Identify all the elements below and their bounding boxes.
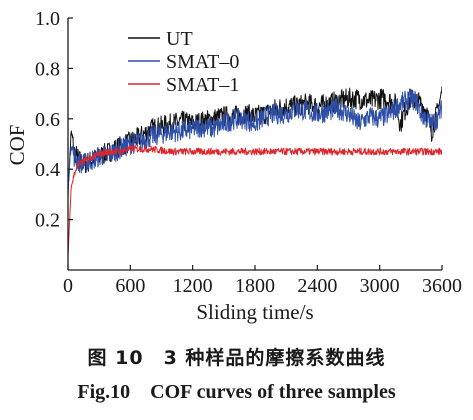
- x-tick-label: 2400: [297, 275, 337, 297]
- series-line-2: [68, 88, 442, 191]
- x-axis-title: Sliding time/s: [196, 300, 313, 324]
- y-tick-label: 0.8: [35, 58, 60, 80]
- legend-label: SMAT–0: [166, 51, 239, 73]
- x-tick-label: 0: [63, 275, 73, 297]
- series-line-3: [68, 145, 442, 258]
- x-tick-label: 3000: [360, 275, 400, 297]
- figure-caption-chinese: 图 10 3 种样品的摩擦系数曲线: [87, 347, 386, 369]
- ticks-layer: 0 600 1200 1800 2400 3000 3600 0.2 0.4 0.6 0.8 1.0: [35, 8, 462, 297]
- x-tick-label: 600: [115, 275, 145, 297]
- figure-caption-english: Fig.10 COF curves of three samples: [77, 381, 396, 403]
- y-axis-title: COF: [5, 125, 29, 166]
- y-tick-label: 0.6: [35, 109, 60, 131]
- y-tick-label: 0.4: [35, 159, 60, 181]
- x-tick-label: 3600: [422, 275, 462, 297]
- y-tick-label: 1.0: [35, 8, 60, 30]
- legend-label: SMAT–1: [166, 74, 239, 96]
- x-tick-label: 1800: [235, 275, 275, 297]
- legend-label: UT: [166, 28, 193, 50]
- series-layer: [68, 86, 442, 258]
- x-tick-label: 1200: [173, 275, 213, 297]
- y-tick-label: 0.2: [35, 210, 60, 232]
